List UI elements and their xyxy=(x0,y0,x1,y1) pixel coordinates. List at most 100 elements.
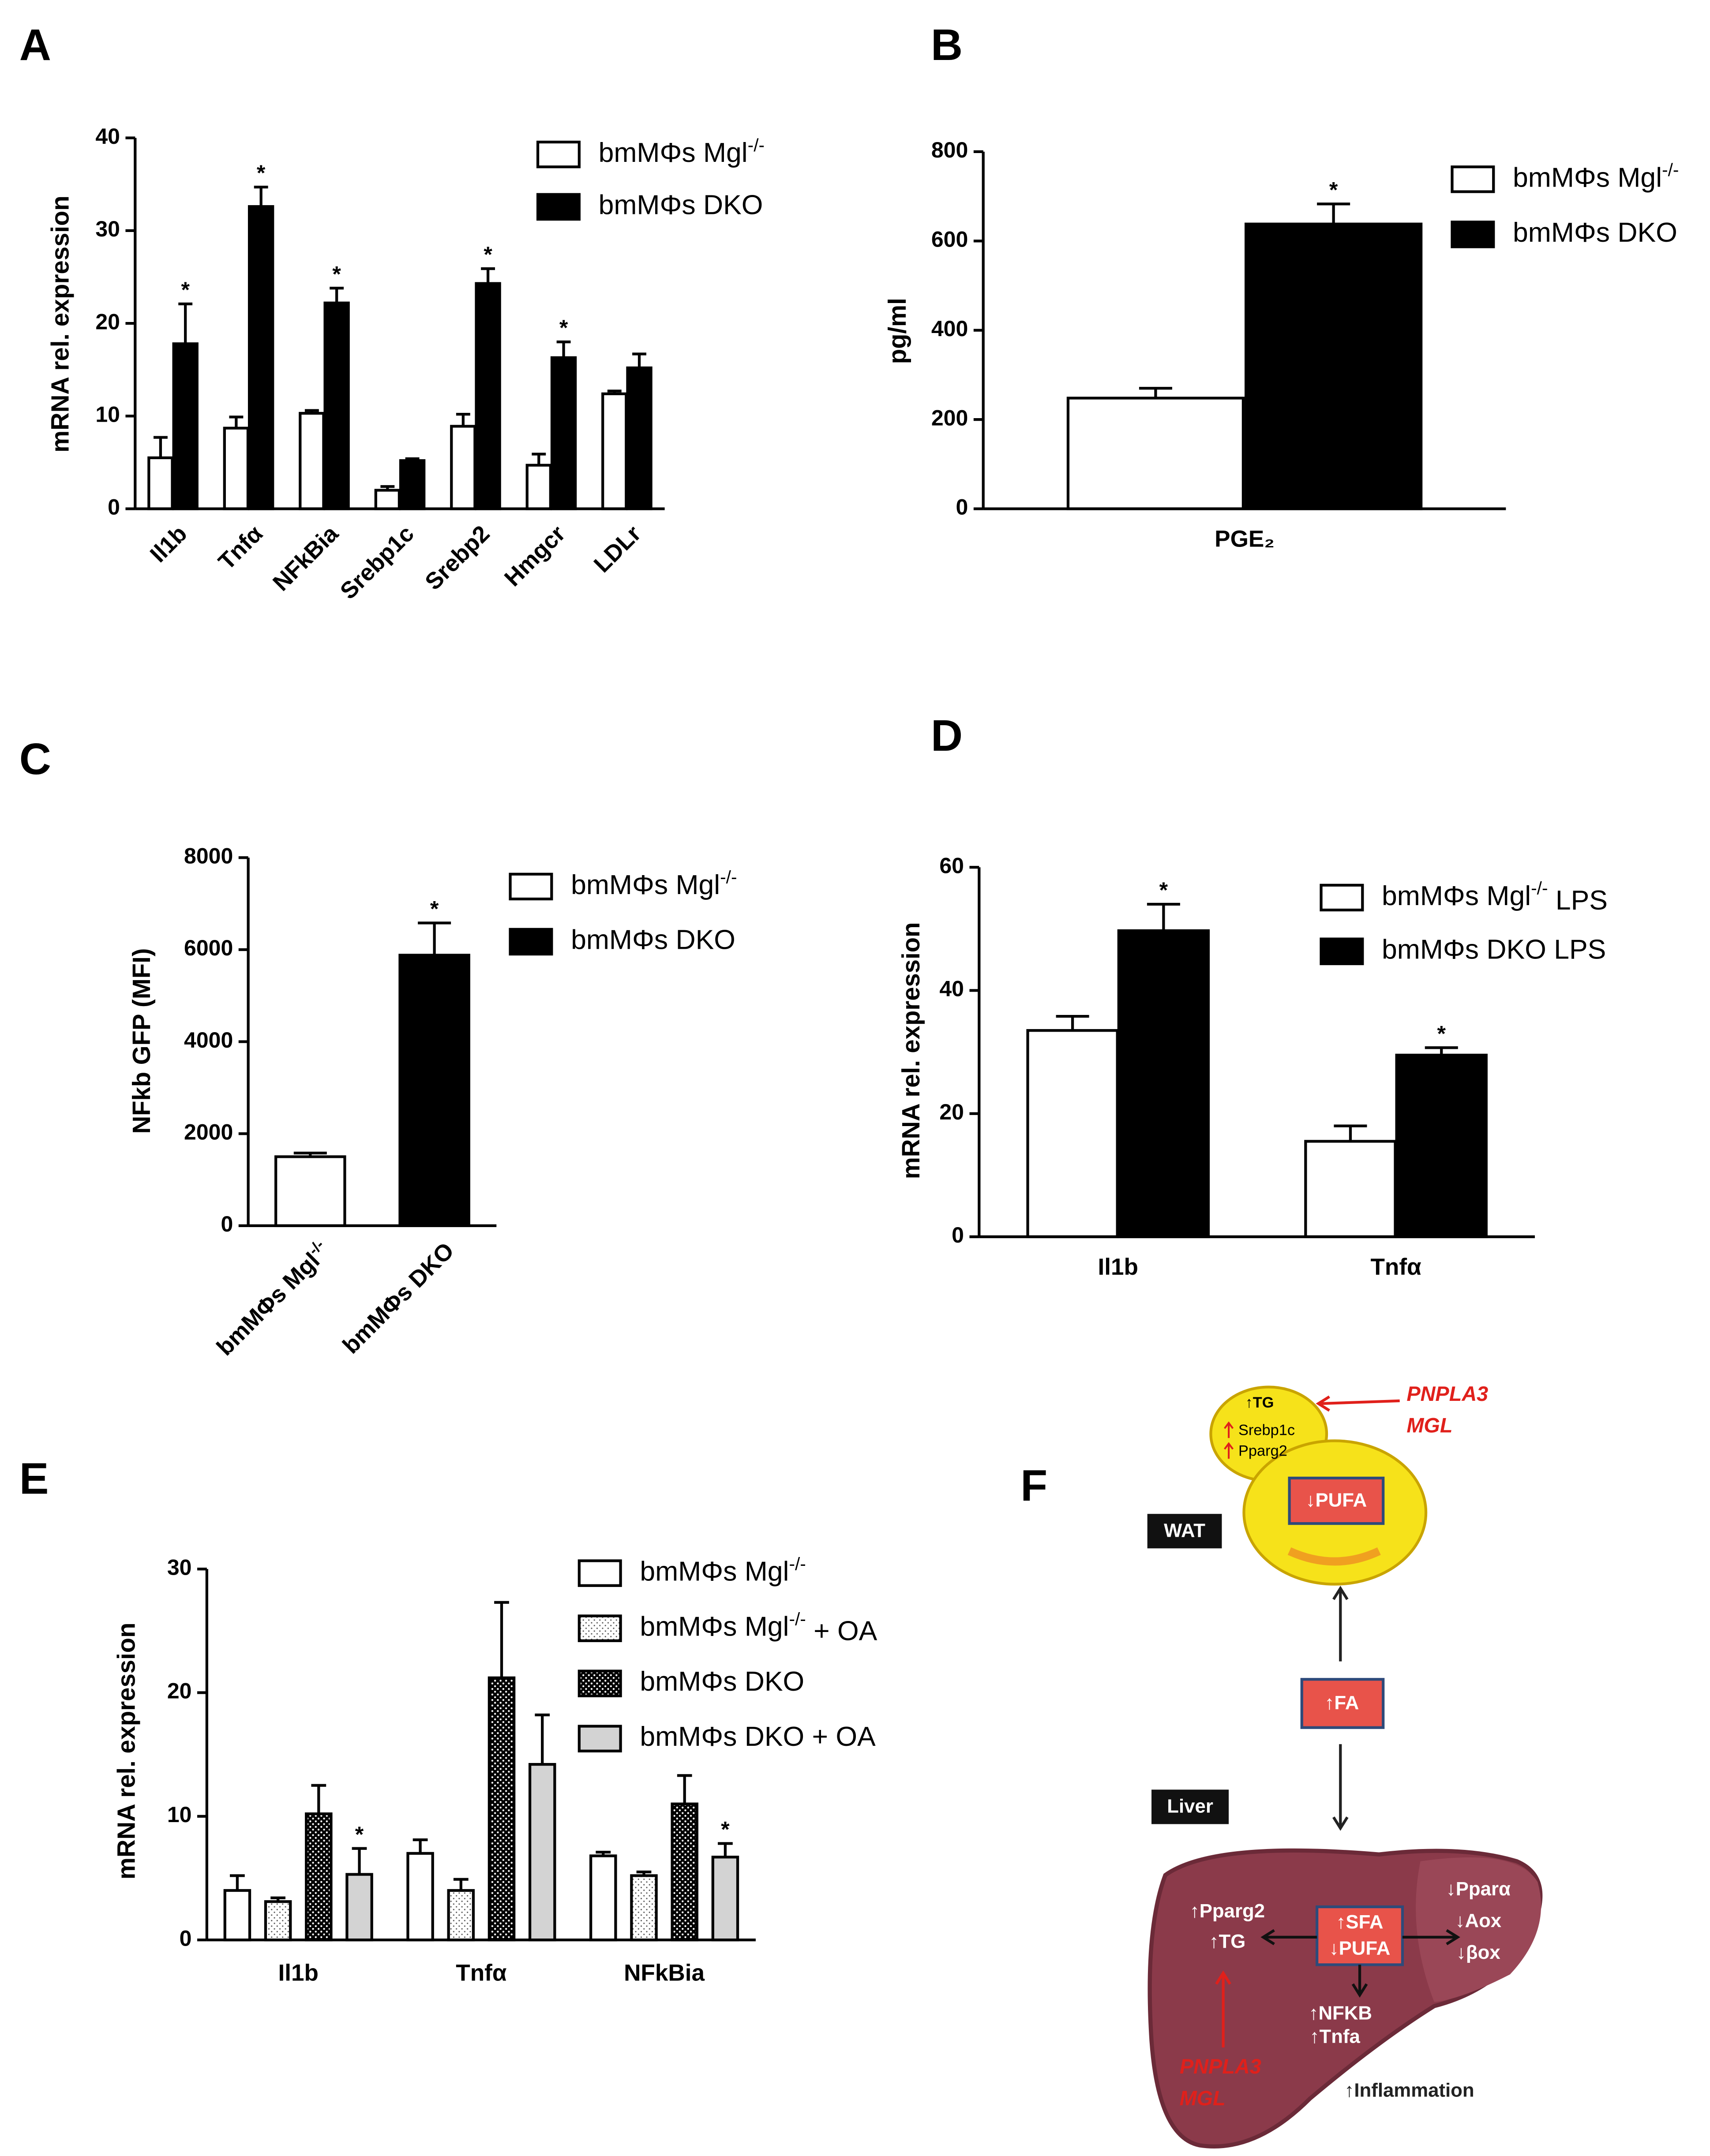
label: ↑TG xyxy=(1209,1931,1246,1952)
legend-swatch xyxy=(1451,165,1495,193)
y-tick-label: 0 xyxy=(108,495,120,520)
bar xyxy=(488,1676,516,1942)
significance-label: * xyxy=(181,277,190,302)
error-bar xyxy=(352,1847,367,1875)
x-tick-label: Hmgcr xyxy=(499,520,570,591)
bar xyxy=(223,427,250,510)
legend-swatch xyxy=(1320,883,1364,912)
bar xyxy=(147,456,174,510)
bar xyxy=(299,412,325,510)
y-axis-label: mRNA rel. expression xyxy=(112,1623,140,1880)
y-tick-label: 0 xyxy=(956,495,968,520)
legend-label: bmMΦs Mgl-/- xyxy=(599,135,765,168)
enzyme: MGL xyxy=(1180,2087,1226,2110)
bar xyxy=(374,489,401,510)
legend-label: bmMΦs DKO xyxy=(1513,217,1677,248)
error-bar xyxy=(556,341,571,358)
label: ↑TG xyxy=(1245,1394,1274,1411)
y-tick-label: 200 xyxy=(931,405,968,430)
x-tick-label: NFkBia xyxy=(268,520,343,596)
legend-label: bmMΦs DKO + OA xyxy=(640,1721,876,1752)
error-bar xyxy=(412,1838,428,1853)
significance-label: * xyxy=(721,1817,730,1842)
error-bar xyxy=(418,921,451,955)
bar xyxy=(1395,1053,1488,1239)
y-tick-label: 6000 xyxy=(184,936,233,960)
y-tick-label: 30 xyxy=(95,217,120,241)
error-bar xyxy=(453,1878,469,1890)
liver-lobe xyxy=(1416,1857,1541,2002)
bar xyxy=(630,1874,658,1942)
bar xyxy=(626,366,652,510)
x-tick-label: LDLr xyxy=(589,520,646,577)
significance-label: * xyxy=(484,242,492,267)
legend-label: bmMΦs Mgl-/- + OA xyxy=(640,1609,877,1646)
label: ↑Pparg2 xyxy=(1190,1900,1265,1922)
label: ↑NFKB xyxy=(1309,2002,1372,2024)
label: WAT xyxy=(1164,1520,1205,1541)
legend-swatch xyxy=(536,140,581,168)
bar xyxy=(671,1802,698,1942)
y-tick-label: 400 xyxy=(931,316,968,341)
label: ↓PUFA xyxy=(1306,1490,1367,1511)
y-tick-label: 8000 xyxy=(184,844,233,868)
bar xyxy=(1245,222,1423,510)
significance-label: * xyxy=(1159,878,1168,902)
bar xyxy=(1066,397,1245,510)
y-axis-label: pg/ml xyxy=(883,298,911,364)
legend-swatch xyxy=(578,1614,622,1642)
y-tick-label: 60 xyxy=(939,853,964,878)
legend-label: bmMΦs Mgl-/- xyxy=(571,867,737,900)
legend-label: bmMΦs DKO xyxy=(571,925,735,955)
bar xyxy=(172,342,199,510)
y-tick-label: 4000 xyxy=(184,1028,233,1052)
nucleus xyxy=(1287,1547,1381,1566)
arrow xyxy=(1224,1421,1234,1459)
legend-label: bmMΦs Mgl-/- xyxy=(1513,160,1679,193)
panel-letter: D xyxy=(931,711,963,760)
y-tick-label: 800 xyxy=(931,138,968,162)
legend-label: bmMΦs DKO xyxy=(599,189,763,220)
legend-label: bmMΦs Mgl-/- LPS xyxy=(1382,878,1608,915)
label: ↑FA xyxy=(1325,1692,1359,1714)
bar xyxy=(274,1155,346,1228)
significance-label: * xyxy=(355,1822,364,1847)
significance-label: * xyxy=(1329,177,1338,202)
bar xyxy=(550,356,577,510)
bar xyxy=(323,301,350,510)
label: ↓Aox xyxy=(1455,1910,1502,1931)
error-bar xyxy=(230,1874,245,1890)
box xyxy=(1288,1476,1385,1525)
bar xyxy=(1026,1029,1119,1239)
significance-label: * xyxy=(332,262,341,286)
error-bar xyxy=(254,185,268,207)
label: ↑SFA xyxy=(1336,1911,1384,1933)
label: Pparg2 xyxy=(1238,1443,1287,1460)
error-bar xyxy=(1056,1014,1089,1031)
x-tick-label: Il1b xyxy=(145,520,192,567)
label: ↑Tnfa xyxy=(1310,2026,1361,2047)
label: ↑Inflammation xyxy=(1345,2079,1474,2101)
error-bar xyxy=(311,1784,326,1814)
x-tick-label: bmMΦs DKO xyxy=(338,1238,459,1359)
bar xyxy=(248,205,274,510)
bar xyxy=(601,392,628,510)
x-tick-label: Il1b xyxy=(278,1960,319,1986)
x-tick-label: Tnfα xyxy=(1370,1254,1421,1280)
bar xyxy=(1304,1140,1397,1239)
label: Liver xyxy=(1167,1796,1213,1817)
x-tick-label: Srebp2 xyxy=(420,520,495,595)
y-tick-label: 0 xyxy=(952,1223,964,1247)
error-bar xyxy=(1147,902,1180,931)
y-tick-label: 10 xyxy=(95,402,120,427)
significance-label: * xyxy=(559,315,568,340)
y-tick-label: 20 xyxy=(95,309,120,334)
y-tick-label: 0 xyxy=(180,1926,192,1950)
tag xyxy=(1151,1789,1229,1824)
legend-swatch xyxy=(1320,937,1364,966)
label: Srebp1c xyxy=(1238,1422,1295,1439)
bar xyxy=(345,1873,373,1942)
